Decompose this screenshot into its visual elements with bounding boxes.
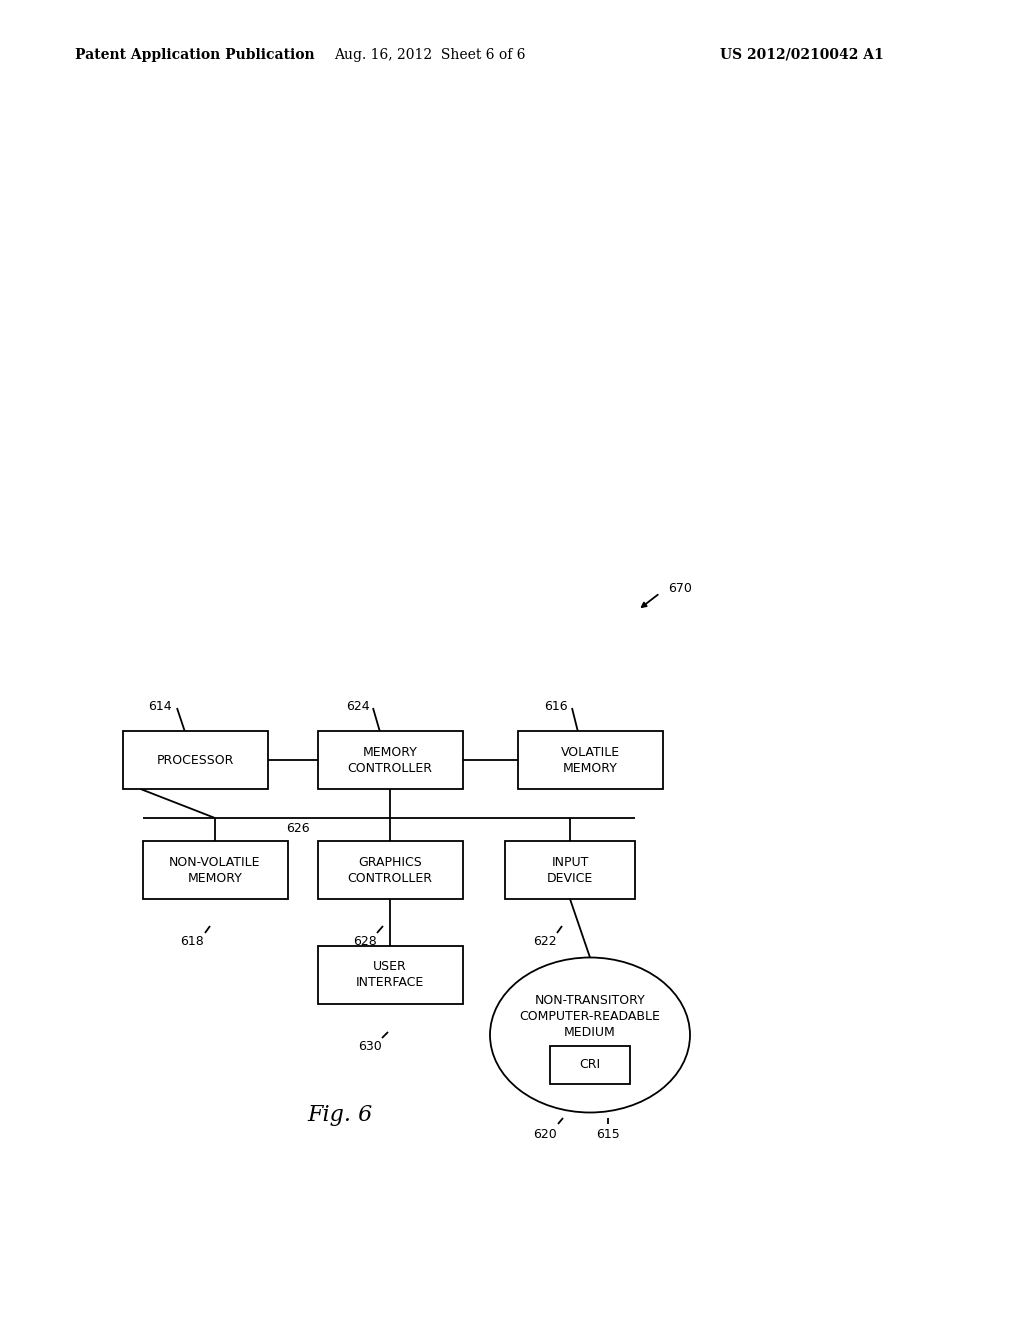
Text: 624: 624 <box>346 700 370 713</box>
Text: CRI: CRI <box>580 1059 600 1072</box>
Bar <box>142 841 288 899</box>
Text: US 2012/0210042 A1: US 2012/0210042 A1 <box>720 48 884 62</box>
Text: NON-TRANSITORY
COMPUTER-READABLE
MEDIUM: NON-TRANSITORY COMPUTER-READABLE MEDIUM <box>519 994 660 1040</box>
Text: VOLATILE
MEMORY: VOLATILE MEMORY <box>560 746 620 775</box>
Text: PROCESSOR: PROCESSOR <box>157 754 233 767</box>
Text: 615: 615 <box>596 1129 620 1140</box>
Bar <box>505 841 635 899</box>
Bar <box>317 841 463 899</box>
Text: 630: 630 <box>358 1040 382 1053</box>
Bar <box>123 731 267 789</box>
Text: 614: 614 <box>148 700 172 713</box>
Text: GRAPHICS
CONTROLLER: GRAPHICS CONTROLLER <box>347 855 432 884</box>
Text: Patent Application Publication: Patent Application Publication <box>75 48 314 62</box>
Text: 670: 670 <box>668 582 692 594</box>
Bar <box>517 731 663 789</box>
Text: 616: 616 <box>544 700 568 713</box>
Text: 622: 622 <box>534 935 557 948</box>
Ellipse shape <box>490 957 690 1113</box>
Text: Aug. 16, 2012  Sheet 6 of 6: Aug. 16, 2012 Sheet 6 of 6 <box>334 48 525 62</box>
Text: 626: 626 <box>286 822 310 836</box>
Bar <box>550 1045 630 1084</box>
Text: Fig. 6: Fig. 6 <box>307 1104 373 1126</box>
Text: INPUT
DEVICE: INPUT DEVICE <box>547 855 593 884</box>
Text: USER
INTERFACE: USER INTERFACE <box>356 961 424 990</box>
Text: NON-VOLATILE
MEMORY: NON-VOLATILE MEMORY <box>169 855 261 884</box>
Bar <box>317 731 463 789</box>
Bar <box>317 946 463 1005</box>
Text: 628: 628 <box>353 935 377 948</box>
Text: 620: 620 <box>534 1129 557 1140</box>
Text: MEMORY
CONTROLLER: MEMORY CONTROLLER <box>347 746 432 775</box>
Text: 618: 618 <box>180 935 204 948</box>
